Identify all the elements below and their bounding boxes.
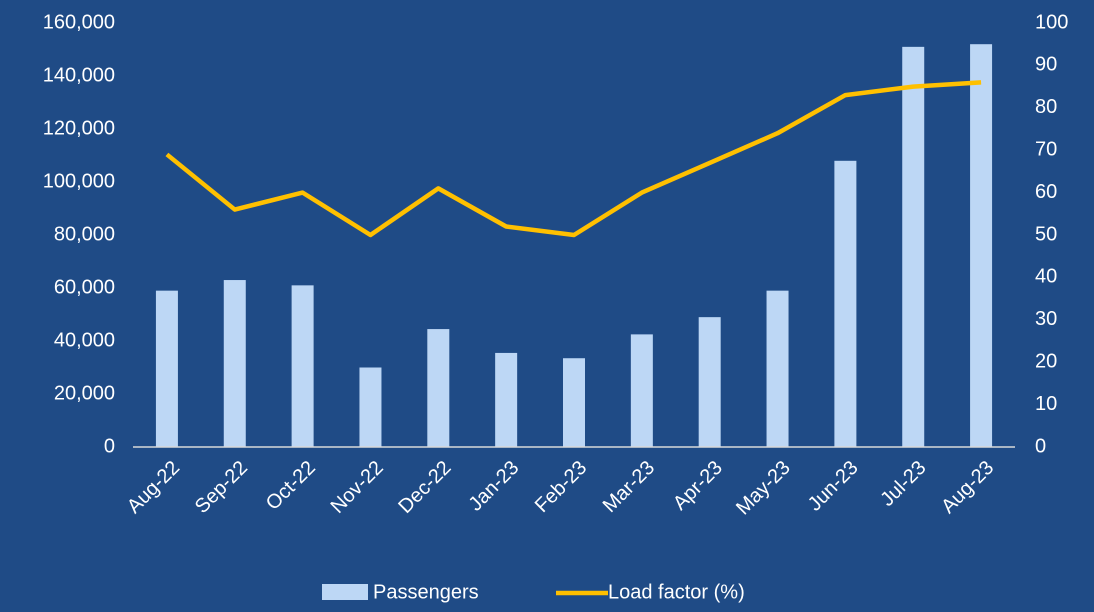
y2-tick-label: 30 bbox=[1035, 308, 1057, 330]
x-tick-label: Nov-22 bbox=[327, 457, 388, 518]
y2-tick-label: 50 bbox=[1035, 223, 1057, 245]
y-tick-label: 0 bbox=[104, 435, 115, 457]
y-tick-label: 140,000 bbox=[43, 64, 115, 86]
x-tick-label: Dec-22 bbox=[394, 457, 455, 518]
y-tick-label: 100,000 bbox=[43, 170, 115, 192]
bar bbox=[359, 367, 382, 447]
bar bbox=[698, 317, 721, 447]
line bbox=[165, 80, 982, 238]
y-tick-label: 20,000 bbox=[54, 382, 115, 404]
legend-label: Load factor (%) bbox=[608, 581, 745, 603]
y2-tick-label: 40 bbox=[1035, 266, 1057, 288]
x-tick-label: Aug-22 bbox=[123, 457, 184, 518]
x-tick-label: Oct-22 bbox=[262, 457, 320, 515]
legend-label: Passengers bbox=[373, 581, 479, 603]
x-tick-label: Aug-23 bbox=[937, 457, 998, 518]
bar bbox=[834, 160, 857, 448]
y2-tick-label: 0 bbox=[1035, 435, 1046, 457]
y-tick-label: 160,000 bbox=[43, 11, 115, 33]
y-tick-label: 40,000 bbox=[54, 329, 115, 351]
bar bbox=[902, 46, 925, 447]
y2-tick-label: 90 bbox=[1035, 54, 1057, 76]
bar bbox=[291, 285, 314, 447]
x-tick-label: Jul-23 bbox=[876, 457, 930, 511]
x-tick-label: Apr-23 bbox=[669, 457, 727, 515]
y-tick-label: 120,000 bbox=[43, 117, 115, 139]
bar bbox=[766, 290, 789, 447]
x-tick-label: Feb-23 bbox=[531, 457, 591, 517]
bar bbox=[563, 358, 585, 447]
bar bbox=[223, 280, 246, 447]
x-tick-label: Jan-23 bbox=[465, 457, 524, 516]
y-tick-label: 60,000 bbox=[54, 276, 115, 298]
bar bbox=[495, 352, 518, 447]
legend-swatch bbox=[322, 584, 368, 600]
bar bbox=[155, 290, 178, 447]
x-tick-label: May-23 bbox=[732, 457, 795, 520]
x-tick-label: Mar-23 bbox=[599, 457, 659, 517]
y2-tick-label: 70 bbox=[1035, 138, 1057, 160]
y2-tick-label: 20 bbox=[1035, 350, 1057, 372]
y2-tick-label: 60 bbox=[1035, 181, 1057, 203]
bar bbox=[970, 44, 993, 447]
x-tick-label: Jun-23 bbox=[804, 457, 863, 516]
bar bbox=[427, 329, 450, 447]
x-tick-label: Sep-22 bbox=[191, 457, 252, 518]
y2-tick-label: 100 bbox=[1035, 11, 1068, 33]
y-tick-label: 80,000 bbox=[54, 223, 115, 245]
bar bbox=[630, 334, 653, 447]
y2-tick-label: 80 bbox=[1035, 96, 1057, 118]
y2-tick-label: 10 bbox=[1035, 393, 1057, 415]
